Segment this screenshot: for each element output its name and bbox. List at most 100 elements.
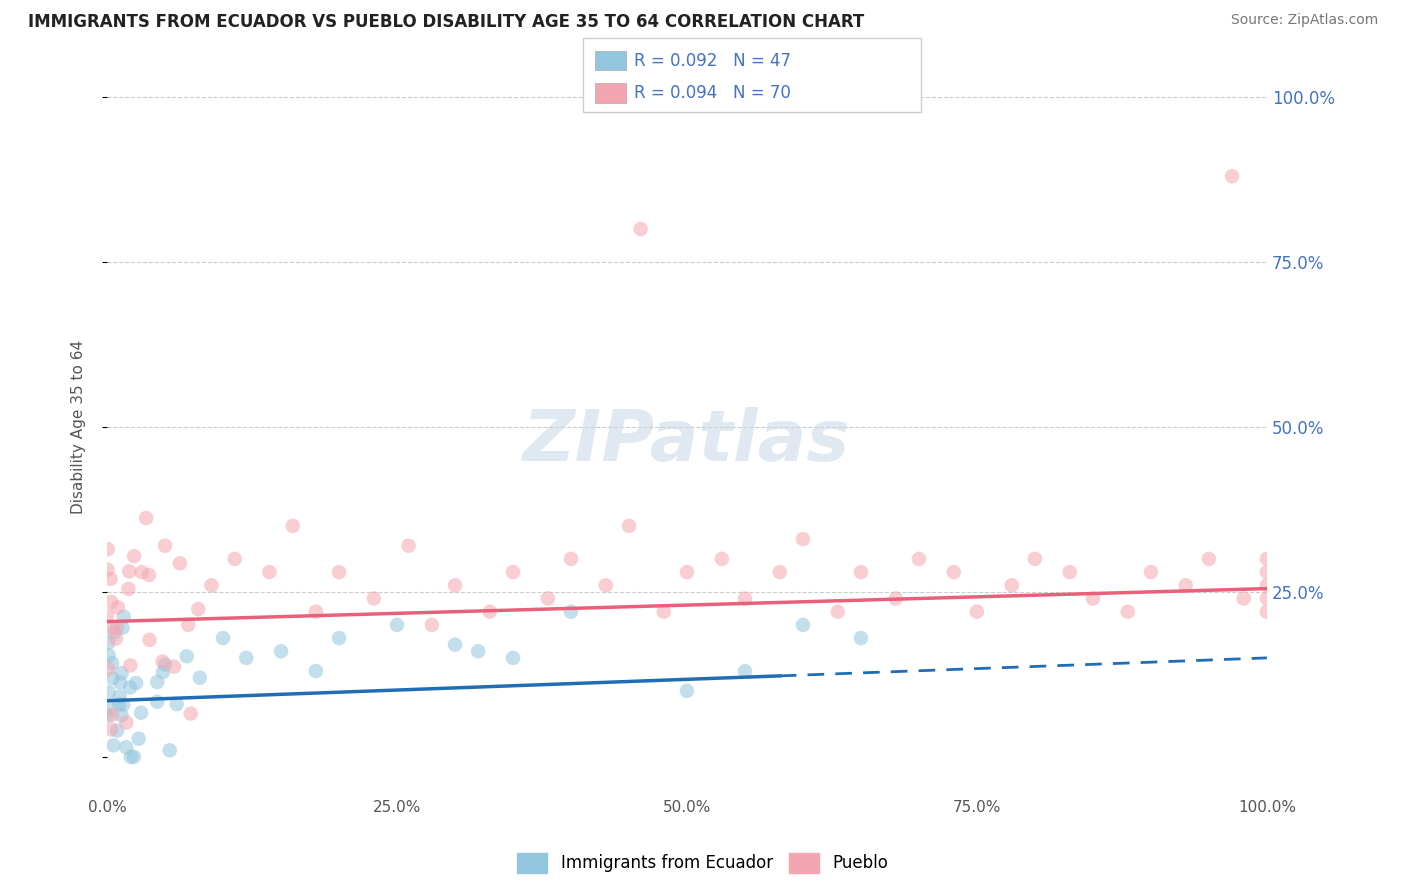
Pueblo xyxy=(849,565,872,579)
Pueblo xyxy=(101,620,124,634)
Pueblo xyxy=(200,578,222,592)
Pueblo xyxy=(169,557,191,571)
Pueblo xyxy=(100,723,122,737)
Immigrants from Ecuador xyxy=(792,618,814,632)
Pueblo xyxy=(153,539,176,553)
Immigrants from Ecuador xyxy=(101,671,124,685)
Pueblo xyxy=(630,222,652,236)
Pueblo xyxy=(120,658,142,673)
Immigrants from Ecuador xyxy=(108,698,131,712)
Immigrants from Ecuador xyxy=(305,664,328,678)
Immigrants from Ecuador xyxy=(97,635,120,649)
Immigrants from Ecuador xyxy=(188,671,211,685)
Pueblo xyxy=(135,511,157,525)
Immigrants from Ecuador xyxy=(97,708,120,723)
Immigrants from Ecuador xyxy=(235,651,257,665)
Pueblo xyxy=(180,706,202,721)
Immigrants from Ecuador xyxy=(115,740,138,755)
Immigrants from Ecuador xyxy=(112,609,135,624)
Pueblo xyxy=(1233,591,1256,606)
Immigrants from Ecuador xyxy=(152,665,174,680)
Pueblo xyxy=(96,608,118,623)
Pueblo xyxy=(177,618,200,632)
Immigrants from Ecuador xyxy=(129,706,152,720)
Pueblo xyxy=(363,591,385,606)
Pueblo xyxy=(884,591,907,606)
Immigrants from Ecuador xyxy=(97,685,120,699)
Pueblo xyxy=(101,707,124,722)
Pueblo xyxy=(105,621,128,635)
Pueblo xyxy=(792,532,814,546)
Legend: Immigrants from Ecuador, Pueblo: Immigrants from Ecuador, Pueblo xyxy=(510,847,896,880)
Immigrants from Ecuador xyxy=(166,697,188,711)
Pueblo xyxy=(1256,605,1278,619)
Pueblo xyxy=(131,565,153,579)
Text: IMMIGRANTS FROM ECUADOR VS PUEBLO DISABILITY AGE 35 TO 64 CORRELATION CHART: IMMIGRANTS FROM ECUADOR VS PUEBLO DISABI… xyxy=(28,13,865,31)
Text: Source: ZipAtlas.com: Source: ZipAtlas.com xyxy=(1230,13,1378,28)
Pueblo xyxy=(1198,552,1220,566)
Pueblo xyxy=(138,632,160,647)
Immigrants from Ecuador xyxy=(111,621,134,635)
Immigrants from Ecuador xyxy=(98,701,121,715)
Immigrants from Ecuador xyxy=(112,698,135,712)
Pueblo xyxy=(224,552,246,566)
Pueblo xyxy=(115,715,138,730)
Immigrants from Ecuador xyxy=(444,638,467,652)
Pueblo xyxy=(122,549,145,564)
Pueblo xyxy=(942,565,965,579)
Pueblo xyxy=(1024,552,1046,566)
Immigrants from Ecuador xyxy=(153,657,176,672)
Immigrants from Ecuador xyxy=(328,631,350,645)
Pueblo xyxy=(152,655,174,669)
Pueblo xyxy=(769,565,792,579)
Pueblo xyxy=(118,565,141,579)
Pueblo xyxy=(1140,565,1163,579)
Immigrants from Ecuador xyxy=(212,631,235,645)
Immigrants from Ecuador xyxy=(103,739,125,753)
Pueblo xyxy=(652,605,675,619)
Immigrants from Ecuador xyxy=(502,651,524,665)
Pueblo xyxy=(100,572,122,586)
Immigrants from Ecuador xyxy=(110,708,132,723)
Pueblo xyxy=(281,519,304,533)
Text: R = 0.092   N = 47: R = 0.092 N = 47 xyxy=(634,52,792,70)
Y-axis label: Disability Age 35 to 64: Disability Age 35 to 64 xyxy=(72,340,86,514)
Pueblo xyxy=(444,578,467,592)
Immigrants from Ecuador xyxy=(97,648,120,663)
Pueblo xyxy=(502,565,524,579)
Immigrants from Ecuador xyxy=(176,649,198,664)
Immigrants from Ecuador xyxy=(849,631,872,645)
Text: ZIPatlas: ZIPatlas xyxy=(523,407,851,476)
Immigrants from Ecuador xyxy=(110,666,132,681)
Immigrants from Ecuador xyxy=(103,625,125,640)
Pueblo xyxy=(827,605,849,619)
Pueblo xyxy=(259,565,281,579)
Pueblo xyxy=(104,632,127,646)
Immigrants from Ecuador xyxy=(467,644,489,658)
Pueblo xyxy=(1116,605,1139,619)
Immigrants from Ecuador xyxy=(128,731,150,746)
Pueblo xyxy=(1059,565,1081,579)
Text: R = 0.094   N = 70: R = 0.094 N = 70 xyxy=(634,84,792,102)
Pueblo xyxy=(420,618,443,632)
Pueblo xyxy=(1256,565,1278,579)
Pueblo xyxy=(478,605,501,619)
Immigrants from Ecuador xyxy=(676,684,699,698)
Pueblo xyxy=(1081,591,1104,606)
Immigrants from Ecuador xyxy=(146,695,169,709)
Pueblo xyxy=(187,602,209,616)
Pueblo xyxy=(537,591,560,606)
Pueblo xyxy=(97,542,120,557)
Immigrants from Ecuador xyxy=(146,675,169,690)
Immigrants from Ecuador xyxy=(120,749,142,764)
Immigrants from Ecuador xyxy=(122,749,145,764)
Pueblo xyxy=(100,595,122,609)
Immigrants from Ecuador xyxy=(120,681,142,695)
Immigrants from Ecuador xyxy=(108,690,131,704)
Pueblo xyxy=(560,552,582,566)
Pueblo xyxy=(163,659,186,673)
Immigrants from Ecuador xyxy=(560,605,582,619)
Immigrants from Ecuador xyxy=(270,644,292,658)
Pueblo xyxy=(305,605,328,619)
Pueblo xyxy=(908,552,931,566)
